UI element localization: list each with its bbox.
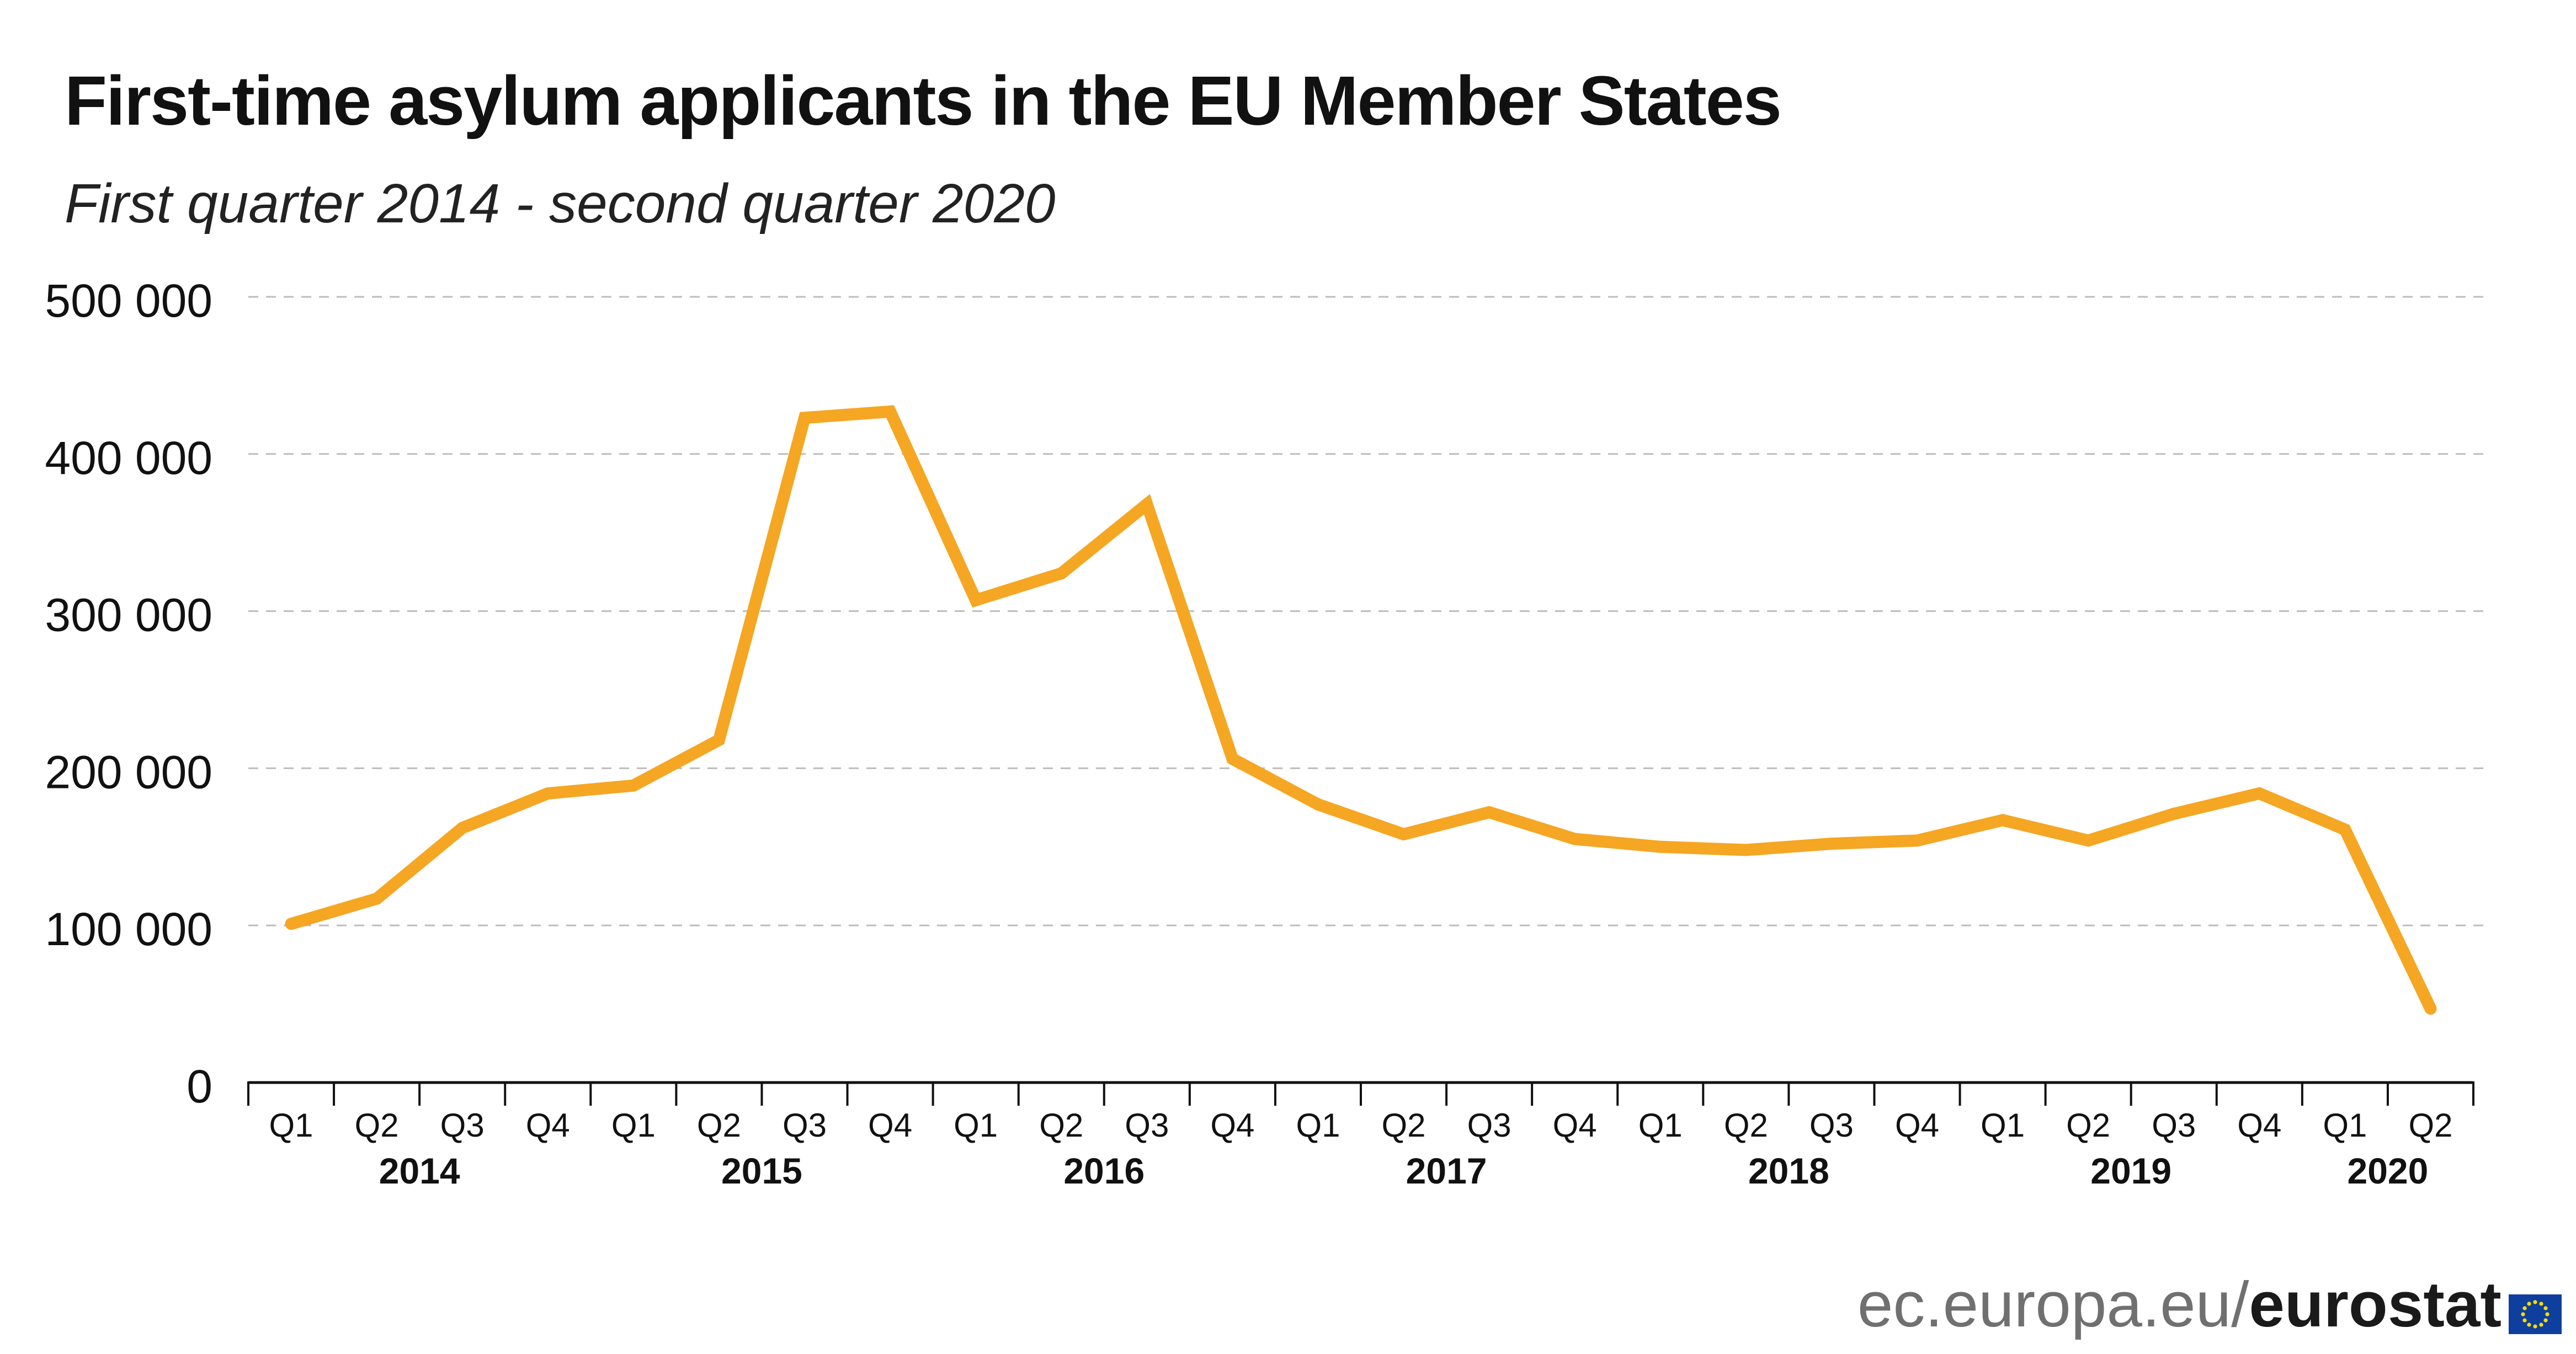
x-year-label: 2019 bbox=[2090, 1150, 2171, 1191]
data-point bbox=[1055, 567, 1068, 580]
data-point bbox=[1825, 838, 1838, 850]
data-point bbox=[970, 594, 982, 606]
x-axis-tick-labels: Q1 Q2 Q3 Q4 Q1 Q2 Q3 Q4 Q1 Q2 Q3 Q4 Q1 Q2 Q3 Q4 Q1 Q2 Q3 Q4… bbox=[269, 1107, 2453, 1144]
data-point bbox=[1141, 498, 1153, 510]
x-tick-label: Q2 bbox=[1039, 1107, 1083, 1144]
data-point bbox=[1483, 806, 1495, 819]
chart-subtitle: First quarter 2014 - second quarter 2020 bbox=[65, 173, 1056, 234]
data-point bbox=[1226, 753, 1239, 765]
data-point bbox=[2168, 807, 2180, 820]
y-axis-tick-labels: 0 100 000 200 000 300 000 400 000 500 000 bbox=[45, 275, 212, 1112]
x-tick-label: Q1 bbox=[1981, 1107, 2025, 1144]
eu-flag-icon bbox=[2509, 1294, 2562, 1334]
series-layer bbox=[285, 405, 2437, 1015]
footer-domain: ec.europa.eu/ bbox=[1857, 1268, 2249, 1340]
footer-brand: eurostat bbox=[2249, 1268, 2502, 1340]
data-point bbox=[285, 918, 297, 930]
x-year-label: 2014 bbox=[379, 1150, 460, 1191]
x-tick-label: Q3 bbox=[1467, 1107, 1511, 1144]
x-tick-label: Q2 bbox=[1382, 1107, 1426, 1144]
x-year-label: 2018 bbox=[1748, 1150, 1829, 1191]
y-tick-label: 500 000 bbox=[45, 275, 212, 327]
y-tick-label: 400 000 bbox=[45, 432, 212, 484]
source-footer: ec.europa.eu/eurostat bbox=[1858, 1272, 2502, 1336]
y-tick-label: 200 000 bbox=[45, 746, 212, 798]
x-year-label: 2016 bbox=[1063, 1150, 1145, 1191]
x-tick-label: Q4 bbox=[526, 1107, 570, 1144]
x-axis-year-labels: 2014 2015 2016 2017 2018 2019 2020 bbox=[379, 1150, 2429, 1191]
x-tick-label: Q3 bbox=[440, 1107, 485, 1144]
x-tick-label: Q2 bbox=[1724, 1107, 1768, 1144]
data-point bbox=[541, 787, 554, 799]
y-tick-label: 0 bbox=[187, 1060, 212, 1112]
x-tick-label: Q1 bbox=[1638, 1107, 1683, 1144]
data-point bbox=[884, 405, 897, 418]
x-tick-label: Q3 bbox=[1125, 1107, 1169, 1144]
data-point bbox=[456, 822, 469, 834]
data-point bbox=[1312, 798, 1324, 811]
x-tick-label: Q1 bbox=[2323, 1107, 2367, 1144]
x-year-label: 2020 bbox=[2348, 1150, 2429, 1191]
x-tick-label: Q1 bbox=[954, 1107, 998, 1144]
data-point bbox=[1568, 833, 1581, 845]
x-year-label: 2015 bbox=[721, 1150, 802, 1191]
data-point bbox=[1654, 840, 1667, 853]
data-point bbox=[1397, 828, 1410, 841]
data-point bbox=[799, 412, 811, 424]
x-axis bbox=[247, 1081, 2474, 1106]
x-tick-label: Q3 bbox=[2152, 1107, 2196, 1144]
x-tick-label: Q3 bbox=[1809, 1107, 1854, 1144]
chart-title: First-time asylum applicants in the EU M… bbox=[65, 62, 1782, 140]
data-point bbox=[2253, 787, 2266, 799]
x-tick-label: Q4 bbox=[1210, 1107, 1254, 1144]
x-tick-label: Q4 bbox=[1553, 1107, 1597, 1144]
x-tick-label: Q2 bbox=[2066, 1107, 2110, 1144]
y-tick-label: 300 000 bbox=[45, 589, 212, 641]
x-tick-label: Q2 bbox=[355, 1107, 399, 1144]
x-tick-label: Q2 bbox=[2408, 1107, 2452, 1144]
data-point bbox=[2424, 1003, 2437, 1015]
x-year-label: 2017 bbox=[1406, 1150, 1487, 1191]
data-point bbox=[1997, 814, 2009, 827]
data-point bbox=[1739, 844, 1752, 856]
x-tick-label: Q2 bbox=[697, 1107, 741, 1144]
series-line bbox=[289, 405, 2436, 1011]
data-point bbox=[712, 734, 725, 747]
x-tick-label: Q4 bbox=[868, 1107, 912, 1144]
data-point bbox=[627, 779, 640, 792]
x-tick-label: Q4 bbox=[1895, 1107, 1939, 1144]
x-tick-label: Q1 bbox=[269, 1107, 313, 1144]
x-tick-label: Q1 bbox=[1296, 1107, 1340, 1144]
data-point bbox=[1911, 834, 1923, 847]
data-point bbox=[2339, 823, 2351, 836]
x-tick-label: Q4 bbox=[2237, 1107, 2281, 1144]
data-point bbox=[370, 892, 383, 905]
x-tick-label: Q1 bbox=[611, 1107, 656, 1144]
y-tick-label: 100 000 bbox=[45, 903, 212, 955]
gridlines bbox=[248, 296, 2483, 926]
x-tick-label: Q3 bbox=[783, 1107, 827, 1144]
data-point bbox=[2082, 834, 2095, 847]
